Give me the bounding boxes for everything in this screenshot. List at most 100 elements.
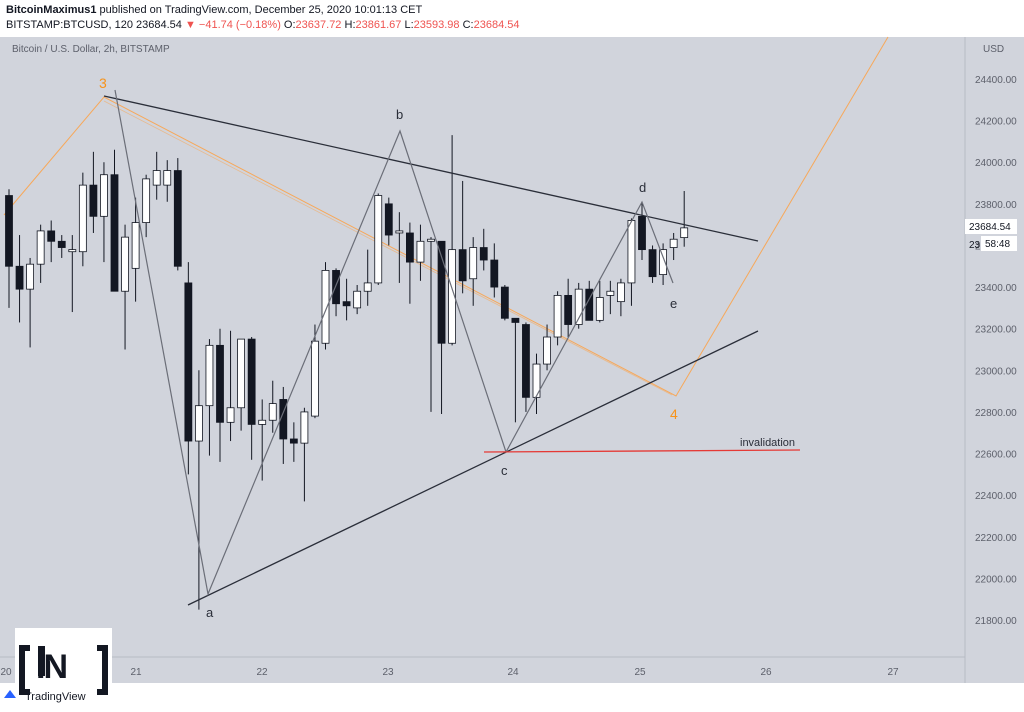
- candle-body: [26, 263, 35, 290]
- high-value: 23861.67: [355, 19, 402, 31]
- candle-body: [437, 240, 446, 344]
- x-tick-label: 25: [634, 667, 646, 678]
- candle: [205, 339, 214, 456]
- candle-body: [342, 301, 351, 307]
- chart-header-line-2: BITSTAMP:BTCUSD, 120 23684.54 ▼ −41.74 (…: [6, 19, 519, 31]
- wave-3-4-projection: [103, 100, 673, 396]
- candle-body: [522, 324, 530, 398]
- low-value: 23593.98: [413, 19, 460, 31]
- candle: [5, 189, 13, 308]
- wave-c-label: c: [501, 463, 508, 478]
- candle: [142, 174, 151, 238]
- candle: [110, 149, 119, 292]
- x-tick-label: 21: [130, 667, 142, 678]
- down-arrow-icon: ▼: [184, 19, 196, 31]
- y-tick-label: 21800.00: [975, 616, 1017, 627]
- y-tick-label: 23000.00: [975, 366, 1017, 377]
- candle-body: [648, 249, 657, 278]
- candle-body: [469, 247, 478, 280]
- candle: [152, 151, 161, 200]
- candle: [543, 324, 551, 371]
- candle-body: [321, 270, 330, 344]
- candle-body: [68, 249, 77, 253]
- lower-trendline[interactable]: [187, 330, 759, 606]
- candle-body: [184, 282, 193, 442]
- candle: [680, 191, 689, 247]
- candle: [57, 235, 66, 258]
- y-tick-label: 23800.00: [975, 200, 1017, 211]
- countdown-box: [981, 236, 1017, 251]
- y-tick-label: 22600.00: [975, 450, 1017, 461]
- candle: [121, 224, 129, 350]
- currency-label: USD: [983, 44, 1004, 55]
- candle-body: [405, 232, 414, 263]
- candle: [564, 278, 573, 338]
- countdown-timer: 58:48: [985, 239, 1010, 250]
- publish-info: published on TradingView.com, December 2…: [99, 4, 423, 16]
- candle-body: [332, 270, 340, 305]
- candle: [448, 135, 457, 346]
- candle: [469, 237, 478, 306]
- candle-body: [384, 203, 393, 236]
- candle: [437, 240, 446, 415]
- candle-body: [110, 174, 119, 292]
- chart-title: Bitcoin / U.S. Dollar, 2h, BITSTAMP: [12, 44, 170, 55]
- candle-body: [173, 170, 182, 267]
- wave-b-label: b: [396, 107, 403, 122]
- x-tick-label: 27: [887, 667, 899, 678]
- candle-body: [564, 294, 573, 325]
- wave-a-label: a: [206, 605, 214, 620]
- candle-body: [5, 195, 13, 267]
- candle-body: [458, 249, 467, 282]
- candle-body: [395, 230, 404, 234]
- author-name[interactable]: BitcoinMaximus1: [6, 4, 97, 16]
- price-tag: 23684.54: [969, 222, 1011, 233]
- candle: [279, 386, 288, 464]
- invalidation-line[interactable]: [483, 449, 801, 453]
- candle-body: [163, 170, 172, 186]
- candle: [479, 228, 488, 271]
- candle-body: [448, 249, 457, 344]
- candle: [574, 282, 583, 329]
- candle-body: [15, 265, 24, 290]
- x-axis-ticks: 20 21 22 23 24 25 26 27: [0, 667, 899, 678]
- candle: [500, 284, 509, 321]
- abcde-wave-path[interactable]: [114, 89, 674, 597]
- candle: [638, 201, 646, 261]
- low-label: L:: [404, 19, 414, 31]
- y-tick-label: 23200.00: [975, 325, 1017, 336]
- candle-body: [152, 170, 161, 186]
- candle: [669, 232, 678, 261]
- candle-body: [311, 340, 319, 417]
- candle: [405, 222, 414, 304]
- candle-body: [142, 178, 151, 223]
- candle: [89, 151, 98, 233]
- candle-body: [617, 282, 625, 303]
- chart-header-line-1: BitcoinMaximus1 published on TradingView…: [6, 4, 422, 16]
- candle-body: [131, 222, 140, 269]
- tradingview-label: TradingView: [25, 691, 86, 703]
- candle-body: [205, 344, 214, 407]
- candle: [553, 291, 562, 346]
- candle-body: [100, 174, 108, 217]
- candles: [5, 135, 689, 610]
- upper-trendline[interactable]: [103, 95, 759, 242]
- candle-body: [627, 220, 636, 284]
- tradingview-branding[interactable]: TradingView: [4, 690, 86, 703]
- close-label: C:: [462, 19, 474, 31]
- candle-body: [194, 405, 203, 442]
- candle-body: [374, 195, 383, 284]
- high-label: H:: [344, 19, 356, 31]
- candle: [522, 322, 530, 412]
- candle-body: [57, 240, 66, 248]
- candle-body: [606, 290, 615, 296]
- candle: [194, 370, 203, 610]
- candle: [617, 278, 625, 317]
- symbol-label[interactable]: BITSTAMP:BTCUSD, 120: [6, 19, 133, 31]
- candle-body: [659, 249, 667, 275]
- candle-body: [595, 297, 604, 321]
- candle: [458, 180, 467, 294]
- candle: [68, 235, 77, 313]
- candle: [511, 317, 520, 423]
